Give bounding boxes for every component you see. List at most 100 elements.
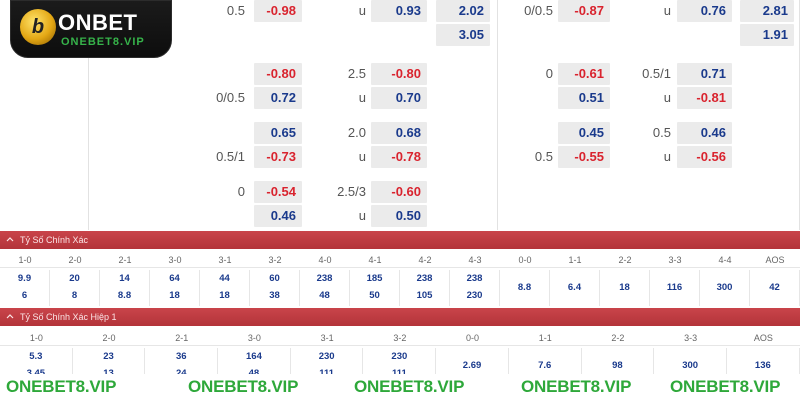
odds-cell[interactable]: 0.45 — [558, 122, 610, 144]
score-odds-cell[interactable]: 238 48 — [300, 270, 350, 306]
score-odds-value[interactable]: 238 — [466, 273, 483, 284]
score-odds-value[interactable]: 164 — [246, 351, 262, 362]
score-odds-value[interactable]: 185 — [366, 273, 383, 284]
score-odds-cell[interactable]: 230111 — [291, 348, 364, 384]
score-odds-value[interactable]: 20 — [69, 273, 80, 284]
score-odds-value[interactable]: 64 — [169, 273, 180, 284]
correct-score-h1-header[interactable]: Tỷ Số Chính Xác Hiệp 1 — [0, 308, 800, 326]
odds-cell[interactable]: -0.61 — [558, 63, 610, 85]
odds-cell[interactable]: 0.93 — [371, 0, 427, 22]
odds-cell[interactable]: -0.81 — [677, 87, 732, 109]
score-odds-value[interactable]: 300 — [682, 360, 699, 371]
odds-cell[interactable]: -0.55 — [558, 146, 610, 168]
score-odds-value[interactable]: 44 — [219, 273, 230, 284]
score-odds-cell[interactable]: 6.4 — [550, 270, 600, 306]
score-odds-cell[interactable]: 136 — [727, 348, 800, 384]
odds-cell[interactable]: 0.70 — [371, 87, 427, 109]
odds-cell[interactable]: 0.46 — [254, 205, 302, 227]
score-odds-value[interactable]: 136 — [754, 360, 771, 371]
score-odds-value[interactable]: 48 — [319, 290, 330, 301]
odds-cell[interactable]: 3.05 — [436, 24, 490, 46]
score-odds-value[interactable]: 8 — [71, 290, 78, 301]
score-odds-cell[interactable]: 2.69 — [436, 348, 509, 384]
score-odds-value[interactable]: 230 — [466, 290, 483, 301]
score-odds-cell[interactable]: 2313 — [73, 348, 146, 384]
odds-cell[interactable]: 0.68 — [371, 122, 427, 144]
score-odds-cell[interactable]: 20 8 — [50, 270, 100, 306]
odds-cell[interactable]: -0.98 — [254, 0, 302, 22]
score-odds-value[interactable]: 14 — [119, 273, 130, 284]
score-odds-value[interactable]: 116 — [666, 282, 683, 293]
score-odds-cell[interactable]: 185 50 — [350, 270, 400, 306]
score-odds-cell[interactable]: 42 — [750, 270, 800, 306]
score-odds-value[interactable]: 300 — [716, 282, 733, 293]
score-odds-value[interactable]: 36 — [175, 351, 187, 362]
score-odds-value[interactable]: 60 — [269, 273, 280, 284]
score-odds-value[interactable]: 2.69 — [462, 360, 482, 371]
score-odds-value[interactable]: 13 — [73, 365, 145, 382]
odds-cell[interactable]: 0.76 — [677, 0, 732, 22]
score-odds-value[interactable]: 42 — [769, 282, 780, 293]
score-odds-value[interactable]: 6.4 — [567, 282, 582, 293]
score-odds-cell[interactable]: 8.8 — [500, 270, 550, 306]
score-odds-value[interactable]: 111 — [364, 365, 436, 382]
odds-cell[interactable]: 0.50 — [371, 205, 427, 227]
score-odds-value[interactable]: 5.3 — [29, 351, 43, 362]
score-odds-cell[interactable]: 116 — [650, 270, 700, 306]
score-odds-cell[interactable]: 64 18 — [150, 270, 200, 306]
score-odds-cell[interactable]: 238 230 — [450, 270, 500, 306]
odds-cell[interactable]: 0.65 — [254, 122, 302, 144]
odds-cell[interactable]: -0.56 — [677, 146, 732, 168]
odds-cell[interactable]: 0.46 — [677, 122, 732, 144]
odds-cell[interactable]: -0.54 — [254, 181, 302, 203]
score-odds-cell[interactable]: 7.6 — [509, 348, 582, 384]
score-odds-cell[interactable]: 14 8.8 — [100, 270, 150, 306]
odds-cell[interactable]: -0.78 — [371, 146, 427, 168]
score-odds-cell[interactable]: 9.9 6 — [0, 270, 50, 306]
score-odds-cell[interactable]: 300 — [654, 348, 727, 384]
correct-score-header[interactable]: Tỷ Số Chính Xác — [0, 231, 800, 249]
score-odds-cell[interactable]: 238 105 — [400, 270, 450, 306]
score-odds-cell[interactable]: 44 18 — [200, 270, 250, 306]
score-odds-value[interactable]: 8.8 — [117, 290, 132, 301]
odds-cell[interactable]: -0.80 — [254, 63, 302, 85]
odds-cell[interactable]: 0.51 — [558, 87, 610, 109]
odds-cell[interactable]: -0.87 — [558, 0, 610, 22]
score-odds-value[interactable]: 48 — [218, 365, 290, 382]
score-odds-value[interactable]: 98 — [612, 360, 623, 371]
score-odds-cell[interactable]: 300 — [700, 270, 750, 306]
score-odds-value[interactable]: 7.6 — [538, 360, 552, 371]
odds-cell[interactable]: 2.02 — [436, 0, 490, 22]
score-odds-cell[interactable]: 230111 — [364, 348, 437, 384]
odds-cell[interactable]: 2.81 — [740, 0, 794, 22]
score-odds-value[interactable]: 8.8 — [517, 282, 532, 293]
score-odds-cell[interactable]: 16448 — [218, 348, 291, 384]
score-odds-cell[interactable]: 3624 — [145, 348, 219, 384]
odds-cell[interactable]: -0.73 — [254, 146, 302, 168]
score-odds-value[interactable]: 18 — [169, 290, 180, 301]
odds-cell[interactable]: -0.60 — [371, 181, 427, 203]
score-odds-value[interactable]: 238 — [316, 273, 333, 284]
score-odds-value[interactable]: 238 — [416, 273, 433, 284]
score-odds-value[interactable]: 38 — [269, 290, 280, 301]
score-odds-value[interactable]: 24 — [145, 365, 217, 382]
score-odds-value[interactable]: 18 — [619, 282, 630, 293]
brand-logo[interactable]: b ONBET ONEBET8.VIP — [10, 0, 172, 58]
odds-cell[interactable]: 1.91 — [740, 24, 794, 46]
score-odds-cell[interactable]: 98 — [582, 348, 655, 384]
score-odds-value[interactable]: 6 — [21, 290, 28, 301]
score-odds-value[interactable]: 230 — [391, 351, 408, 362]
score-odds-value[interactable]: 105 — [416, 290, 433, 301]
score-odds-value[interactable]: 9.9 — [17, 273, 32, 284]
score-odds-value[interactable]: 3.45 — [0, 365, 72, 382]
score-odds-cell[interactable]: 5.3 3.45 — [0, 348, 73, 384]
score-odds-value[interactable]: 230 — [318, 351, 335, 362]
score-odds-value[interactable]: 111 — [291, 365, 363, 382]
score-odds-value[interactable]: 18 — [219, 290, 230, 301]
odds-cell[interactable]: 0.72 — [254, 87, 302, 109]
odds-cell[interactable]: 0.71 — [677, 63, 732, 85]
score-odds-cell[interactable]: 60 38 — [250, 270, 300, 306]
score-odds-cell[interactable]: 18 — [600, 270, 650, 306]
odds-cell[interactable]: -0.80 — [371, 63, 427, 85]
score-odds-value[interactable]: 50 — [369, 290, 380, 301]
